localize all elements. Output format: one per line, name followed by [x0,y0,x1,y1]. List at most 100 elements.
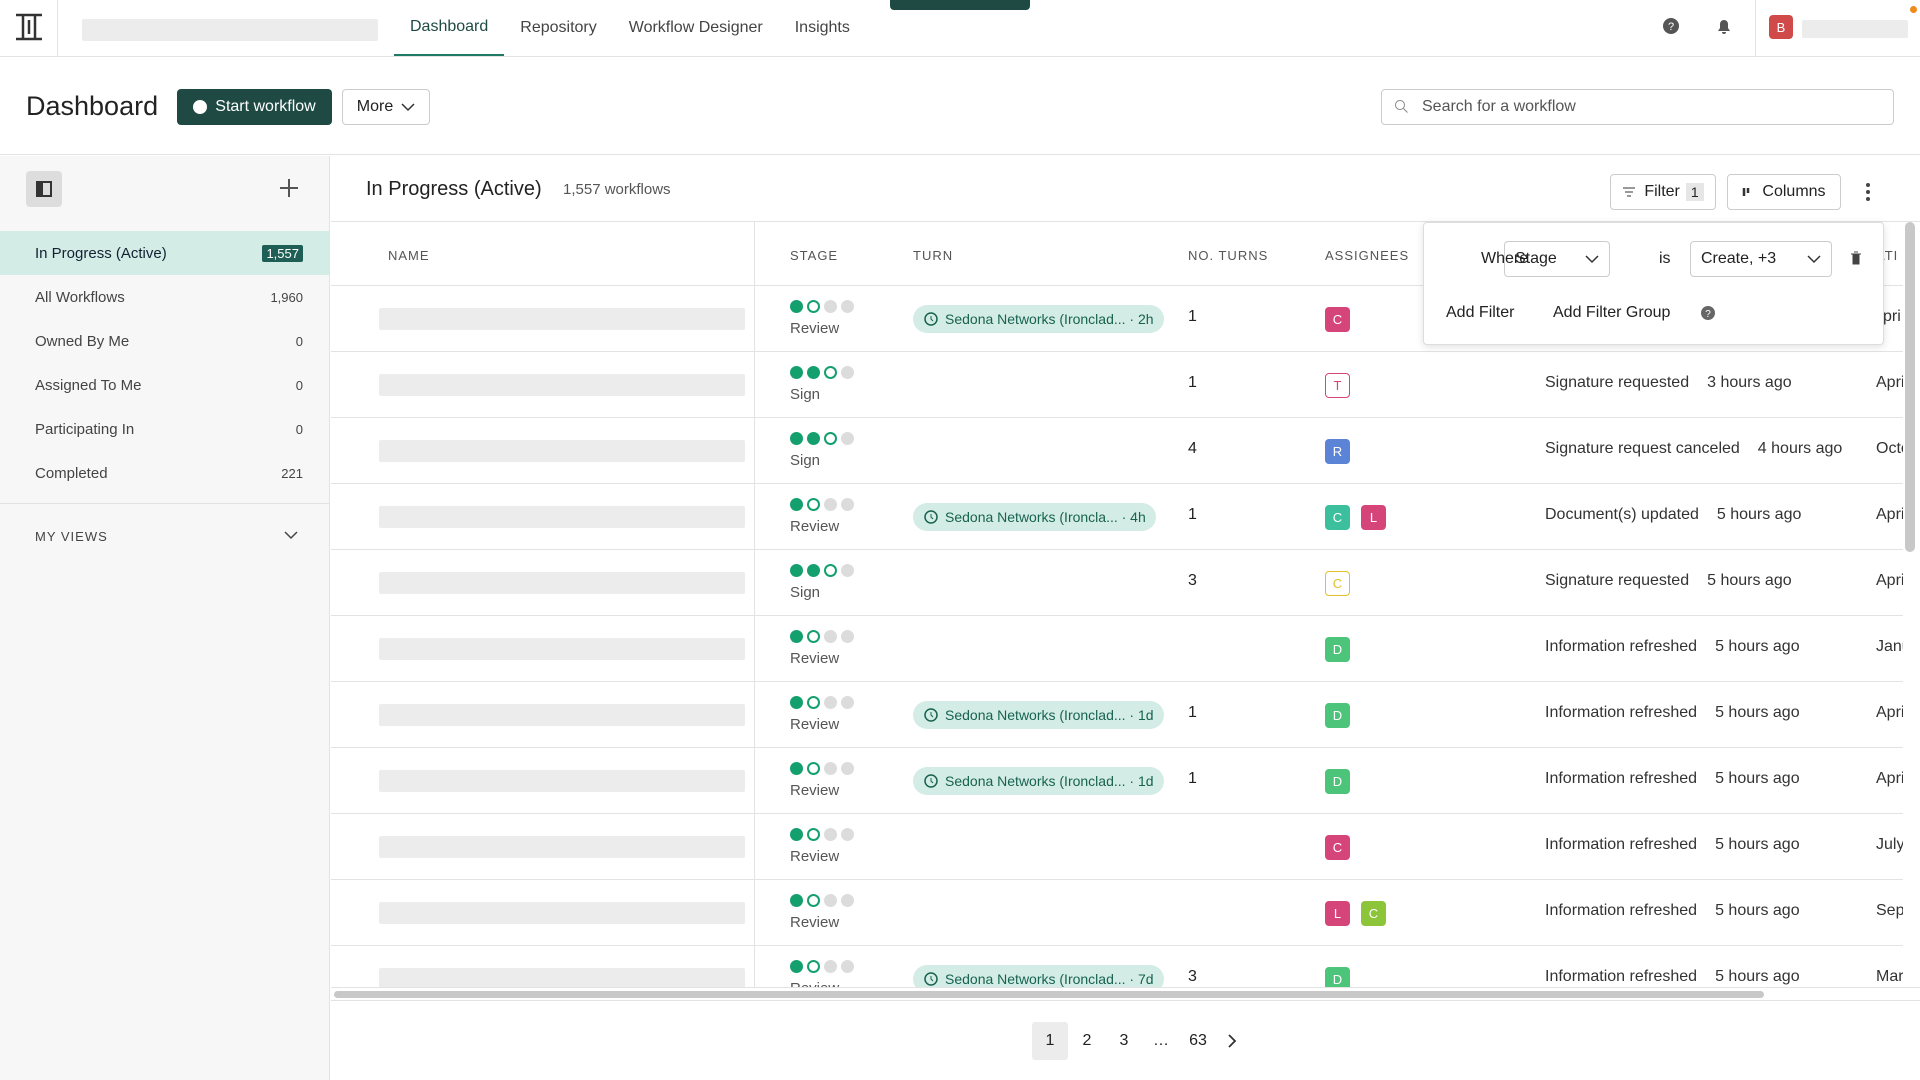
stage-dot [790,894,803,907]
user-avatar[interactable]: B [1769,15,1793,39]
activity-time: 3 hours ago [1707,374,1792,391]
stage-label: Review [790,782,840,799]
nav-tab[interactable]: Dashboard [394,0,505,56]
stage-progress [790,960,858,973]
assignees: D [1325,967,1361,987]
page-button[interactable]: 1 [1032,1022,1068,1060]
filter-button[interactable]: Filter 1 [1610,174,1716,210]
turn-text: Sedona Networks (Ironcla... · 4h [945,509,1146,525]
page-button[interactable]: 63 [1189,1032,1207,1049]
table-row[interactable]: Sign 1 T Signature requested 3 hours ago Apri [331,352,1903,418]
activity-time: 5 hours ago [1715,638,1800,655]
more-menu[interactable] [1865,182,1871,202]
views-label: MY VIEWS [35,529,108,544]
next-page[interactable] [1217,1022,1247,1060]
date-text: Mar [1876,968,1903,985]
table-row[interactable]: Review L C Information refreshed 5 hours ago… [331,880,1903,946]
vertical-scrollbar[interactable] [1905,222,1915,552]
help-icon[interactable]: ? [1661,16,1681,36]
list-title: In Progress (Active) [366,178,542,200]
turn-text: Sedona Networks (Ironclad... · 7d [945,971,1154,987]
last-activity: Signature requested 5 hours ago [1545,572,1792,590]
turn-text: Sedona Networks (Ironclad... · 1d [945,773,1154,789]
assignees: D [1325,637,1361,662]
start-workflow-button[interactable]: Start workflow [177,89,332,125]
item-count: 0 [295,333,303,349]
stage-dot [841,828,854,841]
filter-count: 1 [1685,183,1704,201]
page-title: Dashboard [26,91,159,121]
assignee-avatar: D [1325,769,1350,794]
horizontal-scrollbar[interactable] [334,991,1764,998]
activity-text: Document(s) updated [1545,506,1699,523]
page-button[interactable]: 3 [1119,1032,1129,1049]
assignee-avatar: D [1325,637,1350,662]
activity-text: Information refreshed [1545,836,1698,853]
more-button[interactable]: More [342,89,430,125]
activity-text: Signature request canceled [1545,440,1740,457]
item-label: Participating In [35,420,135,438]
assignees: C [1325,571,1361,596]
collapse-button[interactable] [26,171,62,207]
item-count: 0 [295,421,303,437]
table-row[interactable]: Review Sedona Networks (Ironclad... · 1d 1… [331,682,1903,748]
turn-count: 1 [1188,374,1197,391]
stage-dot [790,696,803,709]
info-icon[interactable]: ? [1700,305,1716,321]
item-label: Assigned To Me [35,376,142,394]
sidebar-item[interactable]: All Workflows 1,960 [0,275,329,319]
stage-dot [841,696,854,709]
page-button[interactable]: … [1153,1032,1169,1049]
sidebar-item[interactable]: In Progress (Active) 1,557 [0,231,329,275]
bell-icon[interactable] [1714,16,1734,36]
nav-tab[interactable]: Repository [520,19,597,36]
nav-tab[interactable]: Workflow Designer [628,19,763,36]
table-row[interactable]: Review C Information refreshed 5 hours ago J… [331,814,1903,880]
date-text: Octo [1876,440,1903,457]
item-count: 0 [295,377,303,393]
sidebar-item[interactable]: Participating In 0 [0,407,329,451]
name-placeholder [379,770,745,792]
nav-tab[interactable]: Insights [794,19,850,36]
activity-time: 5 hours ago [1715,770,1800,787]
field-select[interactable]: Stage [1504,241,1610,277]
value-select[interactable]: Create, +3 [1690,241,1832,277]
sidebar-item[interactable]: Owned By Me 0 [0,319,329,363]
stage-dot [807,432,820,445]
stage-dot [790,960,803,973]
name-placeholder [379,902,745,924]
table-row[interactable]: Review Sedona Networks (Ironclad... · 1d 1… [331,748,1903,814]
add-filter-group[interactable]: Add Filter Group [1553,304,1671,321]
add-filter[interactable]: Add Filter [1446,304,1515,321]
assignee-avatar: T [1325,373,1350,398]
page-button[interactable]: 2 [1082,1032,1092,1049]
svg-text:?: ? [1705,309,1711,320]
stage-dot [790,300,803,313]
activity-time: 4 hours ago [1757,440,1843,457]
assignee-avatar: L [1325,901,1350,926]
date-text: pri [1883,308,1901,325]
table-row[interactable]: Review Sedona Networks (Ironclad... · 2h 1… [331,286,1903,352]
stage-progress [790,564,858,577]
name-placeholder [379,374,745,396]
columns-button[interactable]: Columns [1727,174,1841,210]
stage-label: Review [790,518,840,535]
table-row[interactable]: Review Sedona Networks (Ironclad... · 7d 3… [331,946,1903,987]
stage-dot [824,894,837,907]
table-row[interactable]: Review Sedona Networks (Ironcla... · 4h 1 C… [331,484,1903,550]
add-view-button[interactable] [278,177,300,199]
table-row[interactable]: Sign 3 C Signature requested 5 hours ago Apri [331,550,1903,616]
table-row[interactable]: Sign 4 R Signature request canceled 4 hours … [331,418,1903,484]
sidebar-item[interactable]: Assigned To Me 0 [0,363,329,407]
stage-dot [790,828,803,841]
activity-time: 5 hours ago [1715,704,1800,721]
sidebar-item[interactable]: Completed 221 [0,451,329,495]
search-input[interactable]: Search for a workflow [1381,89,1894,125]
turn-chip: Sedona Networks (Ironclad... · 7d [913,965,1164,987]
views-toggle[interactable] [283,529,299,541]
last-activity: Document(s) updated 5 hours ago [1545,506,1801,524]
stage-dot [824,564,837,577]
table-row[interactable]: Review D Information refreshed 5 hours ago J… [331,616,1903,682]
last-activity: Information refreshed 5 hours ago [1545,638,1800,656]
delete-filter[interactable] [1850,251,1862,265]
